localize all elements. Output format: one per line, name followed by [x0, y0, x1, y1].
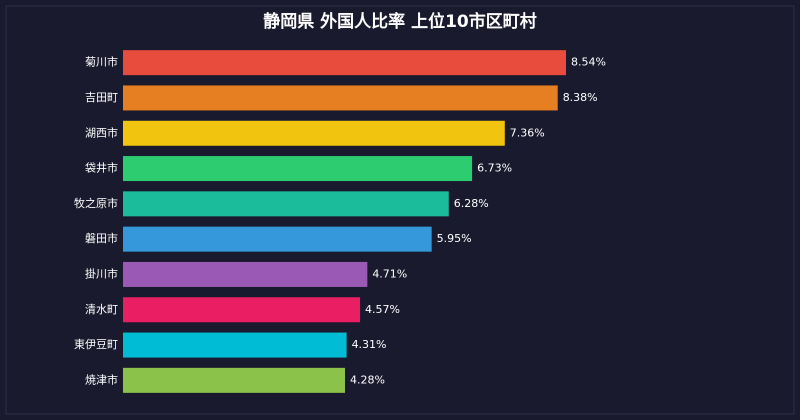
bar — [123, 261, 368, 287]
value-label: 4.31% — [352, 338, 387, 351]
y-tick-label: 菊川市 — [85, 55, 118, 69]
value-label: 5.95% — [437, 232, 472, 245]
y-tick-label: 掛川市 — [85, 266, 118, 280]
value-label: 4.71% — [372, 267, 407, 280]
y-tick-label: 袋井市 — [85, 161, 118, 175]
bar — [123, 226, 432, 252]
value-label: 7.36% — [510, 126, 545, 139]
chart-title: 静岡県 外国人比率 上位10市区町村 — [263, 11, 537, 32]
value-label: 6.28% — [454, 197, 489, 210]
value-label: 4.57% — [365, 303, 400, 316]
y-tick-label: 清水町 — [85, 303, 118, 316]
value-label: 6.73% — [477, 162, 512, 175]
y-tick-label: 牧之原市 — [74, 196, 118, 210]
y-tick-label: 磐田市 — [85, 231, 118, 245]
y-tick-label: 焼津市 — [85, 372, 118, 386]
bar — [123, 332, 347, 358]
bar — [123, 120, 505, 146]
value-label: 8.38% — [563, 91, 598, 104]
y-tick-label: 吉田町 — [85, 91, 118, 104]
bar — [123, 85, 558, 111]
bar — [123, 297, 361, 323]
bar — [123, 50, 566, 76]
bar — [123, 367, 346, 393]
frame — [5, 5, 795, 415]
value-label: 8.54% — [571, 56, 606, 69]
y-tick-label: 湖西市 — [85, 125, 118, 139]
bar — [123, 156, 473, 182]
y-tick-label: 東伊豆町 — [74, 338, 118, 351]
bar — [123, 191, 449, 217]
value-label: 4.28% — [350, 373, 385, 386]
